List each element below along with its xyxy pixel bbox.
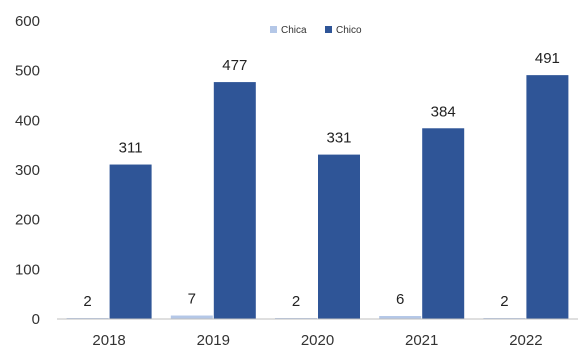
y-tick-label: 300 (15, 162, 40, 179)
bar-chico-2022 (526, 75, 569, 320)
data-labels: 2 311 7 477 2 331 6 384 2 491 (83, 50, 559, 310)
x-axis: 2018 2019 2020 2021 2022 (92, 332, 542, 347)
data-label-chica-2018: 2 (83, 293, 91, 310)
legend: Chica Chico (270, 25, 362, 36)
x-tick-label: 2020 (301, 332, 334, 347)
data-label-chico-2022: 491 (535, 50, 560, 67)
x-tick-label: 2019 (197, 332, 230, 347)
y-tick-label: 600 (15, 13, 40, 30)
legend-swatch-chico (325, 26, 332, 33)
x-tick-label: 2018 (92, 332, 125, 347)
legend-label-chico: Chico (336, 25, 362, 36)
bar-chica-2021 (379, 316, 422, 319)
data-label-chica-2020: 2 (292, 293, 300, 310)
bars (66, 75, 569, 320)
x-tick-label: 2022 (509, 332, 542, 347)
bar-chica-2019 (170, 315, 213, 319)
y-axis: 0 100 200 300 400 500 600 (15, 13, 40, 328)
y-tick-label: 100 (15, 261, 40, 278)
data-label-chica-2021: 6 (396, 291, 404, 308)
data-label-chico-2021: 384 (431, 103, 456, 120)
data-label-chico-2019: 477 (222, 57, 247, 74)
y-tick-label: 500 (15, 63, 40, 80)
y-tick-label: 0 (32, 311, 40, 328)
data-label-chico-2020: 331 (326, 130, 351, 147)
bar-chico-2018 (109, 164, 152, 319)
legend-label-chica: Chica (281, 25, 307, 36)
bar-chico-2021 (422, 128, 465, 319)
y-tick-label: 200 (15, 212, 40, 229)
data-label-chica-2019: 7 (188, 291, 196, 308)
x-tick-label: 2021 (405, 332, 438, 347)
bar-chico-2020 (318, 154, 360, 319)
y-tick-label: 400 (15, 112, 40, 129)
data-label-chico-2018: 311 (119, 140, 143, 157)
data-label-chica-2022: 2 (500, 293, 508, 310)
legend-swatch-chica (270, 26, 277, 33)
bar-chico-2019 (213, 82, 256, 319)
